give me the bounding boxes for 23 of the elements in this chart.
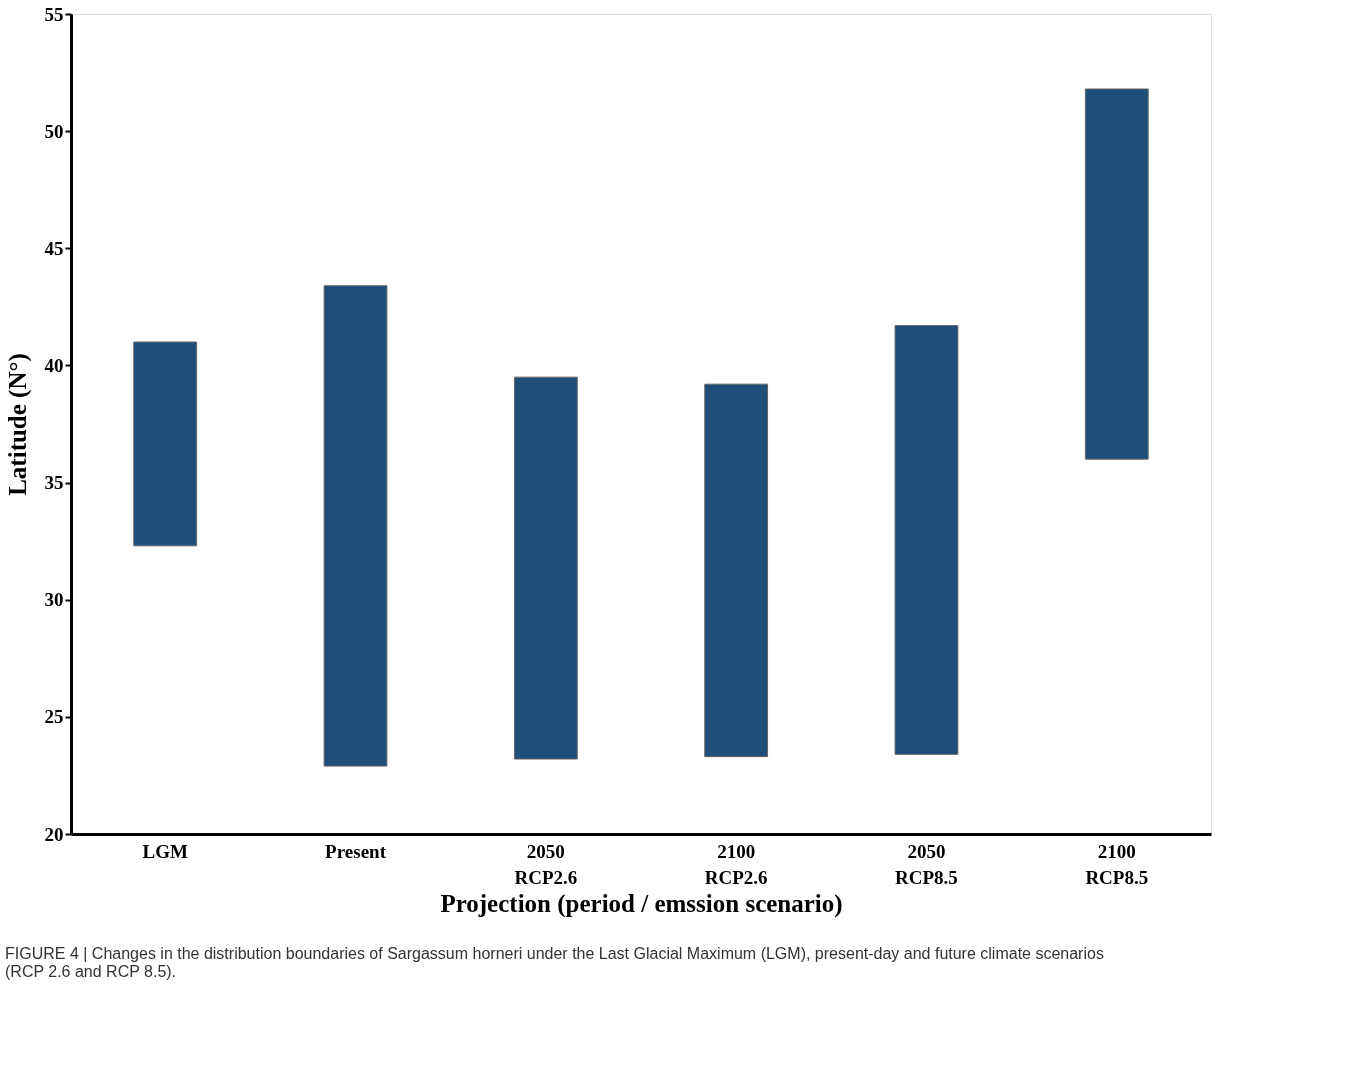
y-tick-label: 40 [44, 354, 64, 376]
x-tick-label: 2050 RCP2.6 [514, 840, 578, 888]
y-tick-label: 20 [44, 823, 64, 845]
y-tick-label: 25 [44, 706, 64, 728]
y-tick-label: 45 [44, 237, 64, 259]
x-tick-label: LGM [142, 840, 188, 862]
y-tick-label: 55 [44, 3, 64, 25]
x-tick-label: Present [325, 840, 387, 862]
y-axis-title: Latitude (N°) [3, 353, 32, 496]
bar [704, 383, 769, 758]
y-tick-label: 50 [44, 120, 64, 142]
x-tick-label: 2100 RCP2.6 [704, 840, 768, 888]
x-tick-label: 2050 RCP8.5 [895, 840, 958, 888]
bar [133, 341, 198, 547]
y-tick-label: 35 [44, 472, 64, 494]
bar [1084, 88, 1149, 460]
bar [323, 285, 388, 767]
caption: FIGURE 4 | Changes in the distribution boundaries of Sargassum horneri under the Last Glacial Maximum (LGM), present-day and future climate scenarios (RCP 2.6 and RCP 8.5). [5, 945, 1104, 980]
bar [513, 376, 578, 760]
x-tick-label: 2100 RCP8.5 [1085, 840, 1149, 888]
x-axis-title: Projection (period / emssion scenario) [440, 889, 843, 918]
y-tick-label: 30 [44, 589, 64, 611]
bar [894, 325, 959, 755]
